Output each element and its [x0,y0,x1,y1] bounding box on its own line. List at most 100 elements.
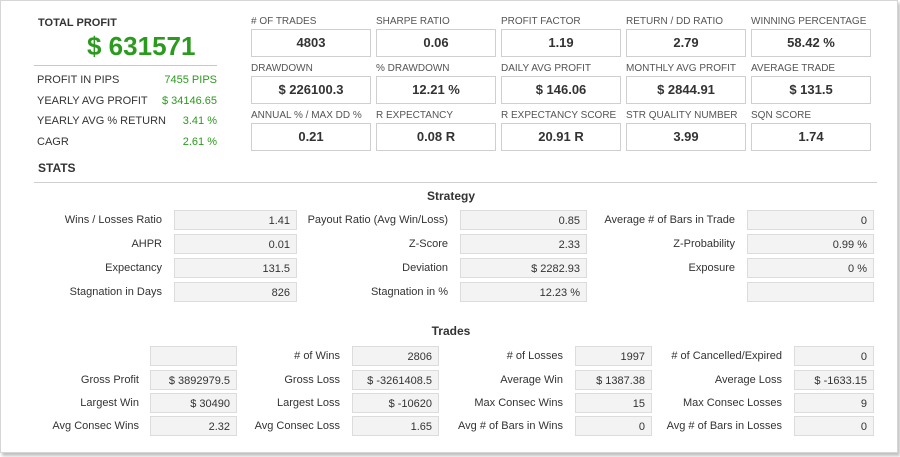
strategy-value: 2.33 [460,234,587,254]
metric-profit-factor: PROFIT FACTOR 1.19 [501,16,621,60]
trades-value: $ 3892979.5 [150,370,237,390]
summary-row-value: 3.41 % [182,115,217,127]
strategy-label: Stagnation in Days [69,286,162,298]
yearly-avg-profit-row: YEARLY AVG PROFIT $ 34146.65 [37,95,217,113]
strategy-value: 0.99 % [747,234,874,254]
strategy-label: Stagnation in % [370,286,448,298]
trades-value: $ -10620 [352,393,439,413]
strategy-label: Average # of Bars in Trade [604,214,735,226]
metric-drawdown: DRAWDOWN $ 226100.3 [251,63,371,107]
metric-label: RETURN / DD RATIO [626,16,724,27]
summary-row-value: $ 34146.65 [161,95,217,107]
strategy-label: AHPR [131,238,162,250]
metric-value: 0.08 R [376,123,496,151]
metric-value: 0.21 [251,123,371,151]
metric-percent-drawdown: % DRAWDOWN 12.21 % [376,63,496,107]
metric-label: ANNUAL % / MAX DD % [251,110,362,121]
strategy-section-title: Strategy [426,189,476,203]
trades-section-title: Trades [431,324,471,338]
trades-value: 2806 [352,346,439,366]
metric-value: 0.06 [376,29,496,57]
metric-value: 12.21 % [376,76,496,104]
metric-value: 2.79 [626,29,746,57]
metric-daily-avg-profit: DAILY AVG PROFIT $ 146.06 [501,63,621,107]
strategy-value: 0.01 [174,234,297,254]
trades-label: Avg Consec Loss [254,420,340,432]
cagr-row: CAGR 2.61 % [37,136,217,154]
trades-value [150,346,237,366]
trades-value: 0 [794,346,874,366]
summary-row-label: YEARLY AVG % RETURN [37,115,166,127]
metric-label: % DRAWDOWN [376,63,450,74]
metric-label: AVERAGE TRADE [751,63,836,74]
total-profit-value: $ 631571 [87,31,196,61]
metric-label: # OF TRADES [251,16,317,27]
strategy-value: 0 % [747,258,874,278]
profit-in-pips-row: PROFIT IN PIPS 7455 PIPS [37,74,217,92]
strategy-label: Exposure [688,262,735,274]
metric-label: STR QUALITY NUMBER [626,110,738,121]
metric-r-expectancy: R EXPECTANCY 0.08 R [376,110,496,154]
summary-row-label: PROFIT IN PIPS [37,74,120,86]
metric-value: $ 131.5 [751,76,871,104]
summary-row-label: CAGR [37,136,69,148]
trades-label: # of Losses [506,350,563,362]
metric-label: DAILY AVG PROFIT [501,63,592,74]
trades-label: Avg Consec Wins [52,420,139,432]
trades-value: $ -1633.15 [794,370,874,390]
strategy-label: Expectancy [105,262,162,274]
metric-return-dd-ratio: RETURN / DD RATIO 2.79 [626,16,746,60]
trades-label: Avg # of Bars in Losses [666,420,782,432]
stats-divider [34,182,877,183]
metric-label: PROFIT FACTOR [501,16,581,27]
strategy-value: $ 2282.93 [460,258,587,278]
trades-value: 2.32 [150,416,237,436]
metric-label: DRAWDOWN [251,63,313,74]
strategy-label: Z-Score [408,238,448,250]
metric-label: MONTHLY AVG PROFIT [626,63,737,74]
trades-label: Average Loss [714,374,782,386]
metric-value: 4803 [251,29,371,57]
strategy-label: Payout Ratio (Avg Win/Loss) [307,214,448,226]
trades-value: 0 [575,416,652,436]
summary-row-value: 2.61 % [182,136,217,148]
trades-label [21,346,139,366]
metric-value: 1.19 [501,29,621,57]
trades-value: 0 [794,416,874,436]
trades-value: 1997 [575,346,652,366]
metric-label: SHARPE RATIO [376,16,450,27]
trades-label: Largest Win [80,397,139,409]
metric-number-of-trades: # OF TRADES 4803 [251,16,371,60]
trades-label: Gross Loss [284,374,340,386]
strategy-value: 12.23 % [460,282,587,302]
trades-label: Max Consec Wins [474,397,563,409]
strategy-label: Wins / Losses Ratio [64,214,162,226]
metric-sqn-score: SQN SCORE 1.74 [751,110,871,154]
metric-r-expectancy-score: R EXPECTANCY SCORE 20.91 R [501,110,621,154]
metric-monthly-avg-profit: MONTHLY AVG PROFIT $ 2844.91 [626,63,746,107]
strategy-value: 826 [174,282,297,302]
metric-label: SQN SCORE [751,110,812,121]
strategy-value: 0.85 [460,210,587,230]
metric-value: 1.74 [751,123,871,151]
total-profit-label: TOTAL PROFIT [38,17,117,29]
metric-value: $ 226100.3 [251,76,371,104]
metric-label: R EXPECTANCY SCORE [501,110,617,121]
trades-value: $ 30490 [150,393,237,413]
metric-value: 58.42 % [751,29,871,57]
trades-label: Gross Profit [80,374,139,386]
trades-label: Largest Loss [277,397,340,409]
summary-row-label: YEARLY AVG PROFIT [37,95,148,107]
metric-str-quality-number: STR QUALITY NUMBER 3.99 [626,110,746,154]
strategy-label: Deviation [402,262,448,274]
strategy-value: 0 [747,210,874,230]
metric-sharpe-ratio: SHARPE RATIO 0.06 [376,16,496,60]
trades-value: $ -3261408.5 [352,370,439,390]
yearly-avg-return-row: YEARLY AVG % RETURN 3.41 % [37,115,217,133]
stats-title: STATS [38,161,76,175]
trades-label: Max Consec Losses [682,397,782,409]
strategy-value [747,282,874,302]
trades-label: Average Win [500,374,563,386]
metric-value: $ 2844.91 [626,76,746,104]
